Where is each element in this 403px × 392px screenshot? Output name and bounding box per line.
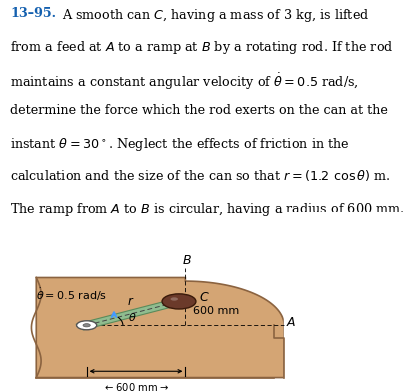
Polygon shape bbox=[36, 278, 284, 377]
Polygon shape bbox=[76, 299, 183, 330]
Text: A smooth can $C$, having a mass of 3 kg, is lifted: A smooth can $C$, having a mass of 3 kg,… bbox=[54, 7, 370, 24]
Text: The ramp from $A$ to $B$ is circular, having a radius of 600 mm.: The ramp from $A$ to $B$ is circular, ha… bbox=[10, 201, 403, 218]
Text: $C$: $C$ bbox=[199, 291, 210, 304]
Circle shape bbox=[162, 294, 196, 309]
Text: calculation and the size of the can so that $r = (1.2\ \cos\theta)$ m.: calculation and the size of the can so t… bbox=[10, 168, 391, 183]
Text: maintains a constant angular velocity of $\dot{\theta} = 0.5$ rad/s,: maintains a constant angular velocity of… bbox=[10, 71, 359, 92]
Text: $B$: $B$ bbox=[183, 254, 192, 267]
Circle shape bbox=[83, 324, 90, 327]
Text: $\theta$: $\theta$ bbox=[128, 311, 136, 323]
Text: $\leftarrow 600\ \mathrm{mm} \rightarrow$: $\leftarrow 600\ \mathrm{mm} \rightarrow… bbox=[103, 381, 169, 392]
Circle shape bbox=[170, 298, 178, 301]
Text: instant $\theta = 30^\circ$. Neglect the effects of friction in the: instant $\theta = 30^\circ$. Neglect the… bbox=[10, 136, 350, 153]
Circle shape bbox=[77, 321, 97, 330]
Text: 13–95.: 13–95. bbox=[10, 7, 56, 20]
Text: from a feed at $A$ to a ramp at $B$ by a rotating rod. If the rod: from a feed at $A$ to a ramp at $B$ by a… bbox=[10, 39, 393, 56]
Text: $A$: $A$ bbox=[286, 316, 297, 329]
Text: determine the force which the rod exerts on the can at the: determine the force which the rod exerts… bbox=[10, 103, 388, 117]
Text: 600 mm: 600 mm bbox=[193, 306, 240, 316]
Text: $r$: $r$ bbox=[127, 295, 134, 308]
Text: $\dot{\theta} = 0.5\ \mathrm{rad/s}$: $\dot{\theta} = 0.5\ \mathrm{rad/s}$ bbox=[36, 287, 108, 303]
